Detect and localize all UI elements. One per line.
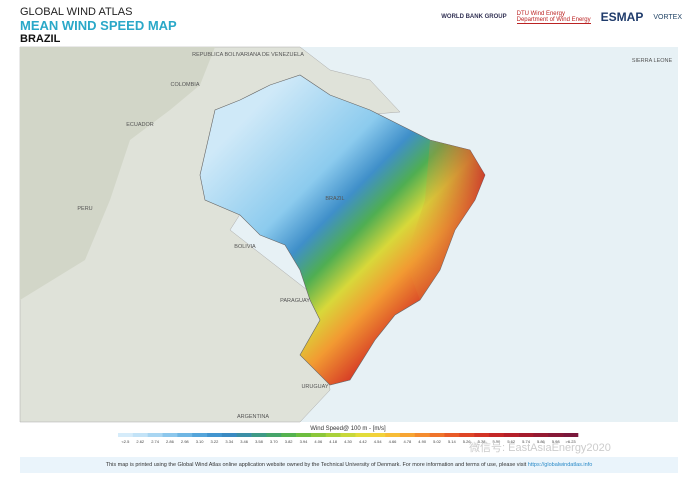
legend-swatch <box>429 433 445 437</box>
legend-label: 3.94 <box>300 439 309 444</box>
legend-swatch <box>192 433 208 437</box>
country-label: PARAGUAY <box>280 298 310 304</box>
legend-label: 5.50 <box>492 439 501 444</box>
country: BRAZIL <box>20 33 61 45</box>
legend-swatch <box>281 433 297 437</box>
worldbank-logo: WORLD BANK GROUP <box>441 14 507 20</box>
legend-swatch <box>488 433 505 437</box>
vortex-logo: VORTEX <box>653 13 682 21</box>
legend-swatch <box>310 433 327 437</box>
legend-label: 5.98 <box>552 439 561 444</box>
dtu-sub: Department of Wind Energy <box>516 16 591 23</box>
dtu-logo: DTU Wind Energy Department of Wind Energy <box>516 10 591 24</box>
legend-swatch <box>503 433 519 437</box>
legend-swatch <box>533 433 549 437</box>
brazil-wind <box>199 74 486 386</box>
legend-swatch <box>385 433 401 437</box>
legend-label: 3.46 <box>240 439 249 444</box>
legend-label: <2.5 <box>121 439 130 444</box>
legend-swatch <box>399 433 416 437</box>
watermark: 微信号: EastAsiaEnergy2020 <box>469 440 611 454</box>
map-title: MEAN WIND SPEED MAP <box>20 18 177 33</box>
legend-label: 3.10 <box>196 439 205 444</box>
legend-swatch <box>563 433 579 437</box>
legend-label: 4.42 <box>359 439 368 444</box>
legend-label: 2.98 <box>181 439 190 444</box>
legend-label: 4.90 <box>418 439 427 444</box>
country-label: PERU <box>77 206 92 212</box>
legend-label: 4.54 <box>374 439 383 444</box>
legend-label: 3.82 <box>285 439 294 444</box>
legend-swatch <box>118 433 134 437</box>
legend-label: 3.58 <box>255 439 264 444</box>
legend-label: 5.38 <box>478 439 487 444</box>
legend-swatch <box>132 433 148 437</box>
legend-label: 4.66 <box>389 439 398 444</box>
legend-label: 5.62 <box>507 439 516 444</box>
country-label: REPUBLICA BOLIVARIANA DE VENEZUELA <box>192 52 304 58</box>
legend-swatch <box>459 433 475 437</box>
legend-label: 3.22 <box>211 439 220 444</box>
legend-swatch <box>296 433 312 437</box>
legend-label: 3.70 <box>270 439 279 444</box>
legend-label: 3.34 <box>225 439 234 444</box>
dtu-name: DTU Wind Energy <box>516 10 565 17</box>
legend-swatch <box>548 433 564 437</box>
legend-label: 5.02 <box>433 439 442 444</box>
legend-swatch <box>147 433 163 437</box>
legend-label: >6.23 <box>566 439 577 444</box>
atlas-name: GLOBAL WIND ATLAS <box>20 6 133 18</box>
footer-text: This map is printed using the Global Win… <box>105 462 527 468</box>
country-label: BRAZIL <box>325 196 344 202</box>
legend-swatch <box>518 433 534 437</box>
legend-swatch <box>162 433 178 437</box>
legend-swatch <box>355 433 371 437</box>
esmap-logo: ESMAP <box>600 10 644 24</box>
legend-swatch <box>444 433 460 437</box>
legend-label: 4.18 <box>329 439 338 444</box>
country-label: URUGUAY <box>301 384 328 390</box>
legend-label: 5.14 <box>448 439 457 444</box>
legend-label: 4.30 <box>344 439 353 444</box>
legend-label: 5.86 <box>537 439 546 444</box>
legend-label: 5.26 <box>463 439 472 444</box>
legend-label: 4.06 <box>314 439 323 444</box>
country-label: COLOMBIA <box>170 82 199 88</box>
legend-swatch <box>474 433 490 437</box>
legend-label: 5.74 <box>522 439 531 444</box>
legend-title: Wind Speed@ 100 m - [m/s] <box>310 426 386 432</box>
footer: This map is printed using the Global Win… <box>20 457 678 473</box>
brazil-east <box>405 140 485 300</box>
legend: Wind Speed@ 100 m - [m/s] <2.5 2.62 2.74 2.8… <box>118 426 579 444</box>
legend-swatch <box>251 433 267 437</box>
legend-swatch <box>414 433 430 437</box>
legend-swatch <box>370 433 386 437</box>
legend-swatch <box>207 433 223 437</box>
legend-swatch <box>340 433 356 437</box>
legend-label: 4.78 <box>403 439 412 444</box>
legend-swatch <box>236 433 252 437</box>
legend-swatch <box>266 433 282 437</box>
legend-label: 2.62 <box>136 439 145 444</box>
map-labels: COLOMBIA REPUBLICA BOLIVARIANA DE VENEZUE… <box>77 52 672 420</box>
footer-link[interactable]: https://globalwindatlas.info <box>527 462 593 468</box>
country-label: SIERRA LEONE <box>632 58 673 64</box>
legend-swatch <box>177 433 193 437</box>
country-label: ECUADOR <box>126 122 154 128</box>
legend-label: 2.86 <box>166 439 175 444</box>
legend-label: 2.74 <box>151 439 160 444</box>
legend-swatch <box>325 433 341 437</box>
country-label: ARGENTINA <box>237 414 269 420</box>
logos: WORLD BANK GROUP DTU Wind Energy Departme… <box>441 10 682 24</box>
country-label: BOLIVIA <box>234 244 256 250</box>
legend-swatch <box>221 433 238 437</box>
andes <box>20 47 215 300</box>
